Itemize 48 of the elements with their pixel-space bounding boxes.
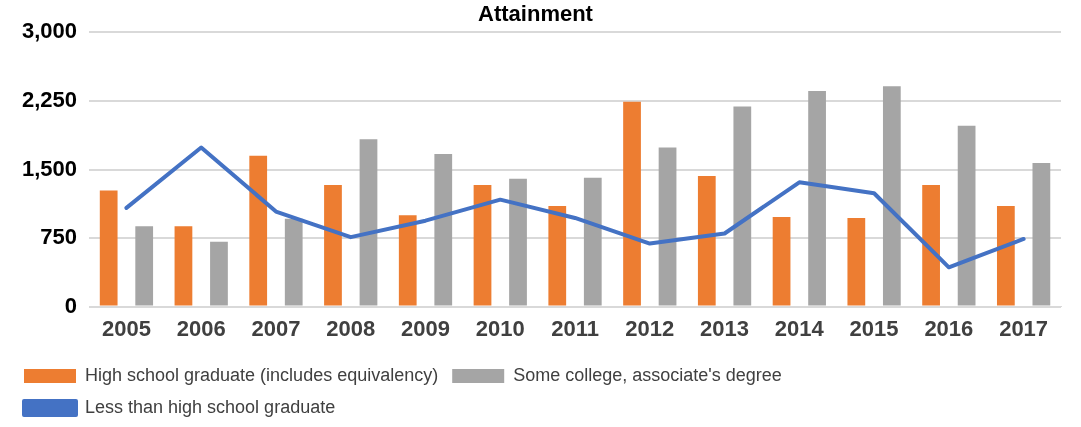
- x-tick-label: 2008: [326, 315, 376, 341]
- y-tick-label: 0: [64, 292, 78, 318]
- x-tick-label: 2012: [625, 315, 675, 341]
- bar: [808, 90, 826, 306]
- x-tick-label: 2006: [176, 315, 226, 341]
- y-tick-label: 2,250: [21, 87, 78, 113]
- legend-label: High school graduate (includes equivalency): [85, 364, 439, 385]
- chart-title: Attainment: [478, 1, 594, 27]
- x-tick-label: 2017: [999, 315, 1049, 341]
- bar: [174, 226, 193, 306]
- bar: [210, 241, 228, 306]
- legend-label: Less than high school graduate: [85, 396, 336, 417]
- x-tick-label: 2014: [774, 315, 825, 341]
- legend-label: Some college, associate's degree: [513, 364, 782, 385]
- x-tick-label: 2013: [700, 315, 750, 341]
- bar: [99, 190, 118, 306]
- y-tick-label: 3,000: [21, 18, 78, 44]
- bar: [658, 147, 677, 306]
- x-tick-label: 2005: [101, 315, 151, 341]
- bar: [509, 178, 527, 306]
- bar: [583, 177, 602, 306]
- x-tick-label: 2011: [551, 315, 599, 341]
- x-tick-label: 2016: [924, 315, 974, 341]
- y-tick-label: 750: [40, 224, 78, 250]
- bar: [398, 215, 417, 306]
- x-tick-label: 2009: [401, 315, 450, 341]
- bar: [1032, 163, 1051, 306]
- bar: [957, 125, 976, 306]
- bar: [249, 155, 268, 306]
- bar: [284, 218, 303, 306]
- bar: [359, 139, 378, 306]
- bar: [548, 206, 567, 306]
- x-tick-label: 2010: [475, 315, 525, 341]
- bar: [135, 226, 154, 306]
- bar: [434, 153, 453, 306]
- x-tick-label: 2007: [251, 315, 301, 341]
- bar: [473, 185, 492, 306]
- bar: [922, 185, 940, 306]
- x-tick-label: 2015: [849, 315, 899, 341]
- bar: [697, 175, 716, 306]
- bar: [772, 217, 791, 306]
- bar: [623, 101, 641, 306]
- bar: [733, 106, 752, 306]
- bar: [847, 217, 866, 306]
- bar: [996, 206, 1015, 306]
- bar: [882, 86, 901, 306]
- bar: [324, 185, 342, 306]
- y-tick-label: 1,500: [21, 155, 78, 181]
